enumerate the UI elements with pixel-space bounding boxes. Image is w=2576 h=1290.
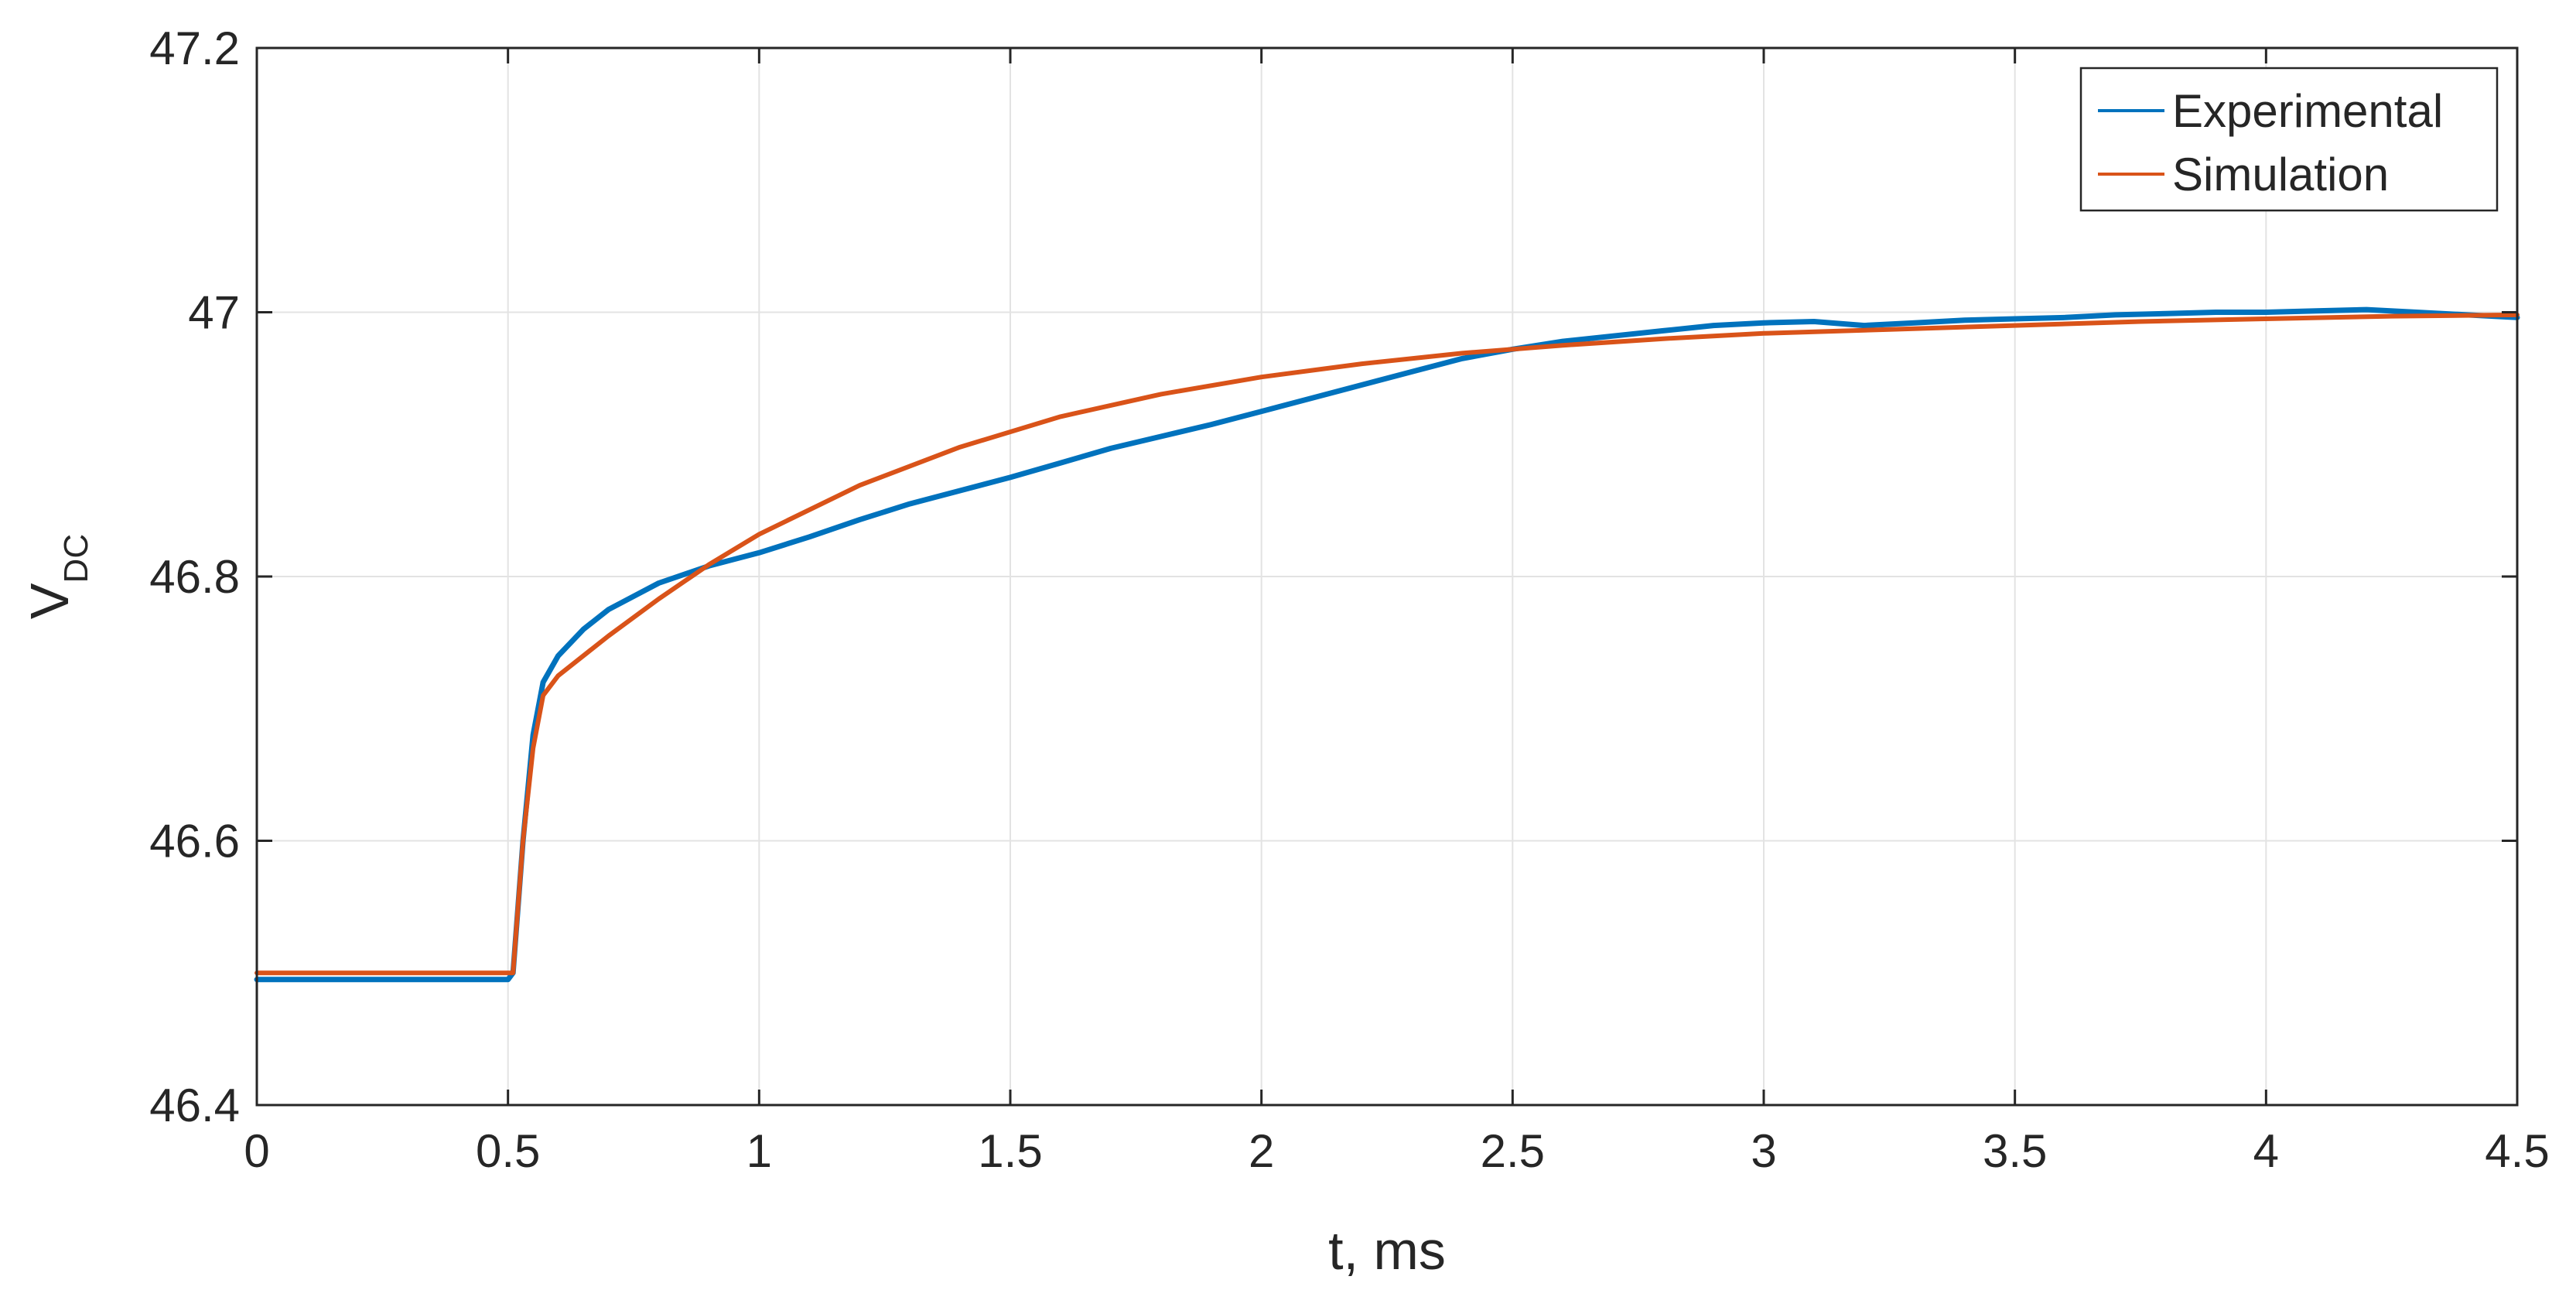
x-tick-label: 2.5: [1481, 1125, 1545, 1177]
x-tick-label: 1: [746, 1125, 772, 1177]
y-tick-label: 47: [188, 287, 240, 339]
x-tick-label: 1.5: [978, 1125, 1042, 1177]
legend-label-experimental: Experimental: [2172, 85, 2443, 137]
grid: [257, 48, 2517, 1105]
legend: Experimental Simulation: [2079, 67, 2499, 212]
x-tick-label: 3: [1751, 1125, 1776, 1177]
x-tick-label: 4.5: [2485, 1125, 2549, 1177]
y-axis-label: VDC: [19, 534, 95, 619]
y-tick-label: 46.4: [149, 1080, 240, 1131]
series-line-experimental: [254, 306, 2520, 983]
legend-label-simulation: Simulation: [2172, 149, 2389, 200]
x-tick-label: 4: [2253, 1125, 2279, 1177]
plot-area: [254, 306, 2520, 983]
x-tick-label: 0: [244, 1125, 269, 1177]
ticks: 0 0.5 1 1.5 2 2.5 3 3.5 4 4.5 46.4 46.6 46.8 47 47.2: [149, 22, 2549, 1177]
series-line-simulation: [255, 312, 2520, 976]
x-axis-label: t, ms: [1328, 1220, 1446, 1281]
y-tick-label: 46.6: [149, 816, 240, 867]
y-axis-label-main: V: [19, 583, 80, 619]
x-tick-label: 3.5: [1983, 1125, 2047, 1177]
y-tick-label: 46.8: [149, 551, 240, 603]
legend-box: [2079, 67, 2499, 212]
y-tick-label: 47.2: [149, 22, 240, 74]
x-tick-label: 2: [1249, 1125, 1274, 1177]
y-axis-label-subscript: DC: [57, 534, 95, 583]
x-tick-label: 0.5: [476, 1125, 540, 1177]
